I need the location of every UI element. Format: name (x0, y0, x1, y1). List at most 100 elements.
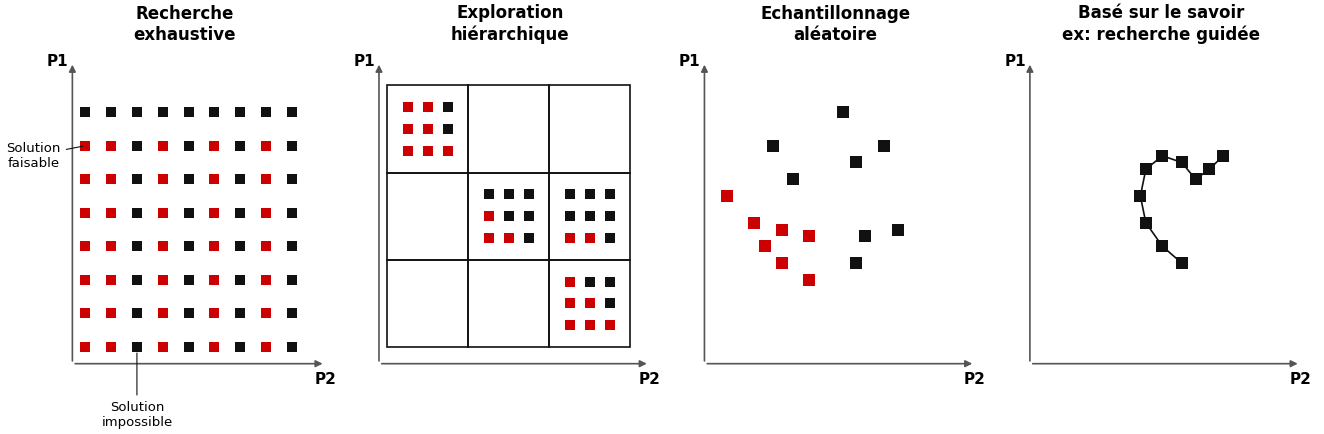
Text: P1: P1 (354, 54, 375, 69)
Point (204, 142, 225, 149)
Point (126, 176, 147, 183)
Point (478, 191, 499, 198)
Point (177, 243, 199, 250)
Text: P1: P1 (46, 54, 69, 69)
Text: Solution
faisable: Solution faisable (7, 142, 82, 170)
Point (782, 176, 804, 183)
Point (126, 276, 147, 283)
Point (256, 310, 277, 317)
Point (600, 322, 621, 329)
Point (152, 209, 173, 216)
Point (74, 209, 95, 216)
Point (771, 226, 792, 233)
Point (498, 191, 519, 198)
Point (831, 108, 853, 115)
Point (126, 310, 147, 317)
Point (874, 142, 895, 149)
Point (74, 108, 95, 115)
Point (256, 276, 277, 283)
Point (559, 322, 580, 329)
Bar (387, 85, 469, 173)
Point (579, 213, 600, 220)
Point (256, 209, 277, 216)
Point (256, 108, 277, 115)
Point (397, 147, 418, 154)
Point (1213, 152, 1234, 159)
Point (846, 260, 867, 266)
Point (177, 276, 199, 283)
Bar (549, 260, 630, 347)
Point (1152, 152, 1173, 159)
Title: Echantillonnage
aléatoire: Echantillonnage aléatoire (760, 5, 911, 43)
Point (229, 108, 250, 115)
Point (579, 300, 600, 307)
Point (204, 243, 225, 250)
Point (417, 147, 438, 154)
Bar (469, 173, 549, 260)
Point (204, 108, 225, 115)
Title: Basé sur le savoir
ex: recherche guidée: Basé sur le savoir ex: recherche guidée (1062, 4, 1260, 43)
Point (229, 310, 250, 317)
Point (559, 234, 580, 241)
Text: P2: P2 (638, 372, 661, 387)
Point (74, 176, 95, 183)
Text: P2: P2 (1290, 372, 1312, 387)
Point (204, 176, 225, 183)
Point (397, 104, 418, 111)
Point (204, 343, 225, 350)
Point (177, 310, 199, 317)
Point (600, 191, 621, 198)
Point (152, 276, 173, 283)
Point (744, 219, 765, 226)
Text: P2: P2 (314, 372, 336, 387)
Point (559, 300, 580, 307)
Point (281, 108, 302, 115)
Point (101, 343, 122, 350)
Text: P2: P2 (964, 372, 986, 387)
Text: P1: P1 (679, 54, 700, 69)
Point (846, 159, 867, 166)
Bar (387, 173, 469, 260)
Point (559, 213, 580, 220)
Point (397, 125, 418, 132)
Point (1152, 243, 1173, 250)
Point (579, 322, 600, 329)
Point (101, 310, 122, 317)
Point (152, 310, 173, 317)
Point (126, 209, 147, 216)
Point (798, 233, 820, 240)
Point (74, 243, 95, 250)
Point (74, 343, 95, 350)
Point (1129, 193, 1151, 200)
Point (798, 276, 820, 283)
Point (559, 191, 580, 198)
Bar (387, 260, 469, 347)
Point (256, 243, 277, 250)
Point (177, 108, 199, 115)
Point (498, 213, 519, 220)
Point (126, 243, 147, 250)
Bar (469, 260, 549, 347)
Point (498, 234, 519, 241)
Point (229, 176, 250, 183)
Point (152, 176, 173, 183)
Point (74, 276, 95, 283)
Point (579, 191, 600, 198)
Point (281, 343, 302, 350)
Point (281, 276, 302, 283)
Point (579, 234, 600, 241)
Point (101, 243, 122, 250)
Point (579, 278, 600, 285)
Point (281, 176, 302, 183)
Point (600, 234, 621, 241)
Point (519, 213, 540, 220)
Title: Exploration
hiérarchique: Exploration hiérarchique (451, 4, 569, 43)
Title: Recherche
exhaustive: Recherche exhaustive (134, 5, 236, 43)
Point (519, 234, 540, 241)
Point (716, 193, 737, 200)
Point (74, 310, 95, 317)
Point (763, 142, 784, 149)
Point (74, 142, 95, 149)
Point (204, 276, 225, 283)
Point (256, 176, 277, 183)
